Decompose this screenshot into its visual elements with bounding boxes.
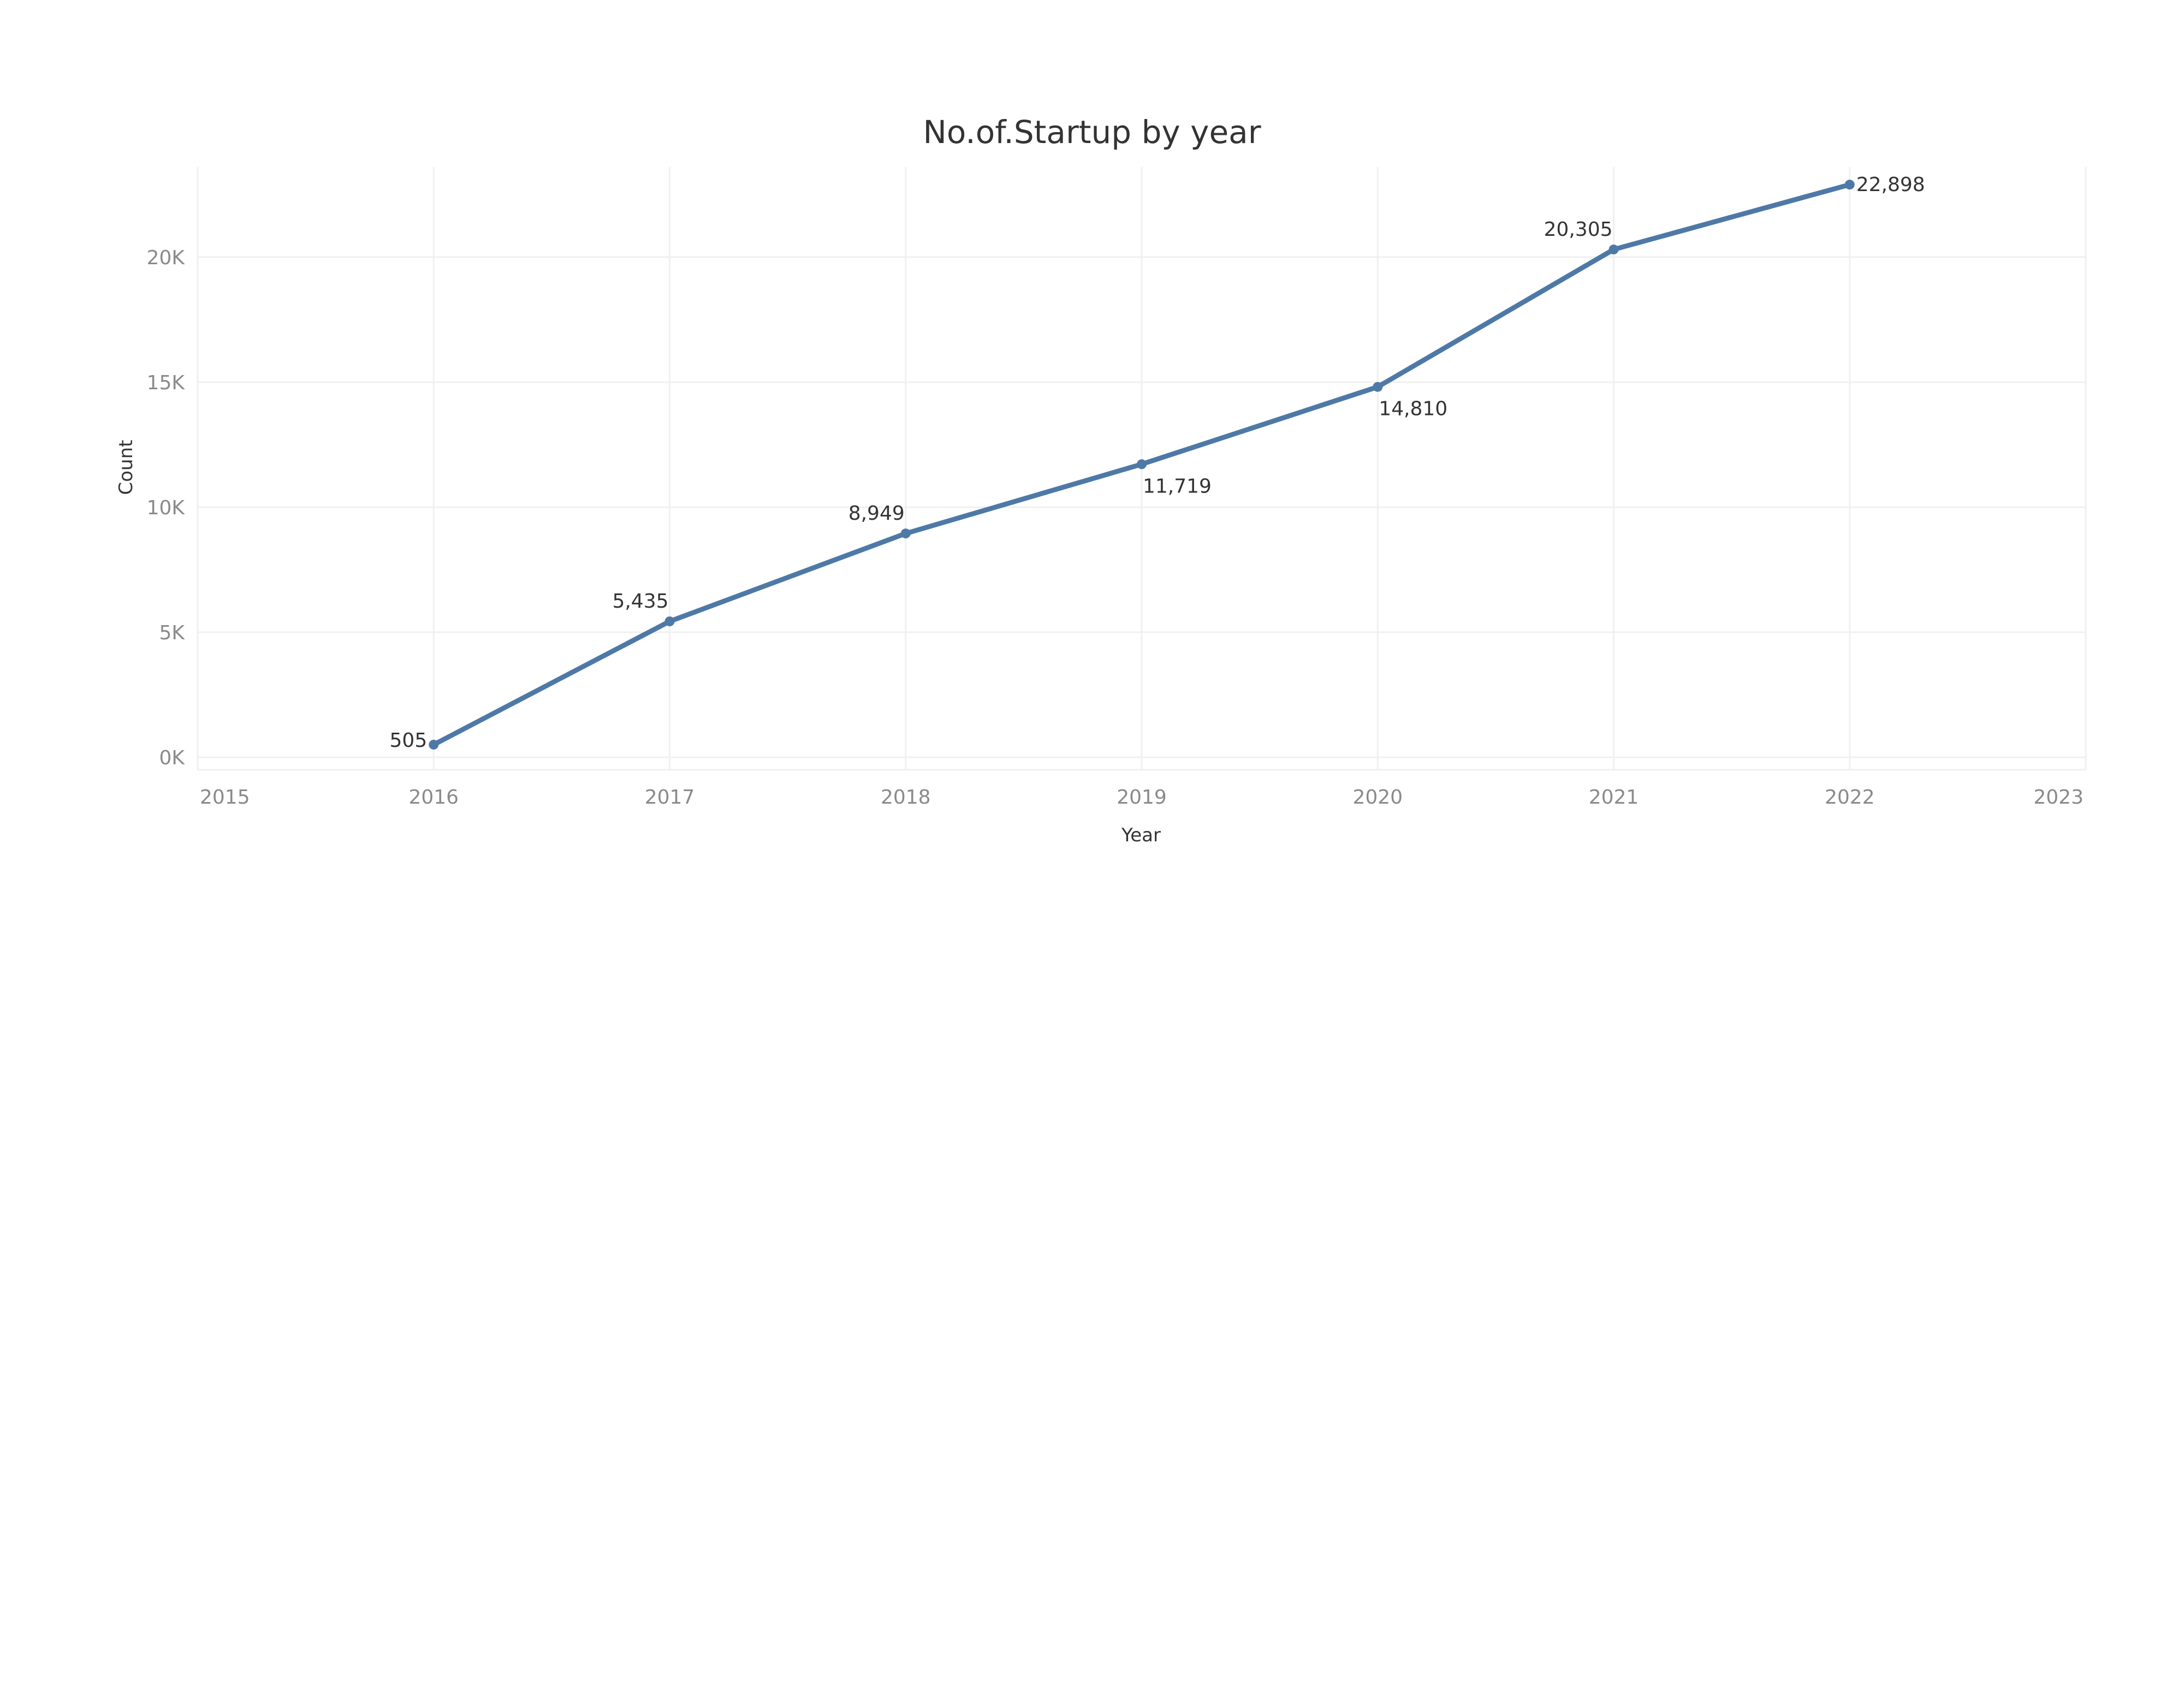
x-tick-label: 2020	[1352, 786, 1403, 809]
y-tick-label: 10K	[147, 497, 186, 519]
x-tick-label: 2019	[1117, 786, 1167, 809]
x-tick-label: 2022	[1825, 786, 1875, 809]
x-axis: 2015 2016 2017 2018 2019 2020 2021 2022 2023	[200, 786, 2084, 809]
x-tick-label: 2023	[2033, 786, 2084, 809]
data-labels: 505 5,435 8,949 11,719 14,810 20,305 22,898	[390, 174, 1925, 752]
data-point	[1609, 244, 1619, 254]
data-point	[1137, 459, 1147, 470]
y-axis-title: Count	[115, 440, 137, 495]
x-tick-label: 2017	[645, 786, 695, 809]
data-label: 20,305	[1544, 218, 1613, 241]
x-tick-label: 2018	[881, 786, 931, 809]
data-point	[664, 616, 675, 627]
y-tick-label: 20K	[147, 247, 186, 269]
x-tick-label: 2015	[200, 786, 250, 809]
x-tick-label: 2016	[408, 786, 459, 809]
data-label: 5,435	[612, 590, 668, 613]
x-axis-title: Year	[1121, 824, 1161, 846]
chart-title: No.of.Startup by year	[923, 114, 1261, 151]
y-tick-label: 5K	[159, 622, 185, 644]
data-label: 11,719	[1143, 475, 1212, 497]
data-label: 22,898	[1856, 174, 1925, 196]
x-tick-label: 2021	[1589, 786, 1639, 809]
data-label: 8,949	[848, 502, 905, 525]
data-label: 14,810	[1379, 398, 1447, 420]
data-point	[1844, 180, 1855, 190]
y-axis: 0K 5K 10K 15K 20K	[147, 247, 186, 769]
data-label: 505	[390, 729, 428, 752]
y-tick-label: 15K	[147, 372, 186, 394]
data-point	[429, 739, 439, 750]
data-point	[1373, 382, 1383, 392]
grid-lines	[197, 167, 2087, 771]
y-tick-label: 0K	[159, 747, 185, 769]
data-point	[900, 528, 911, 539]
series-layer	[429, 180, 1855, 750]
